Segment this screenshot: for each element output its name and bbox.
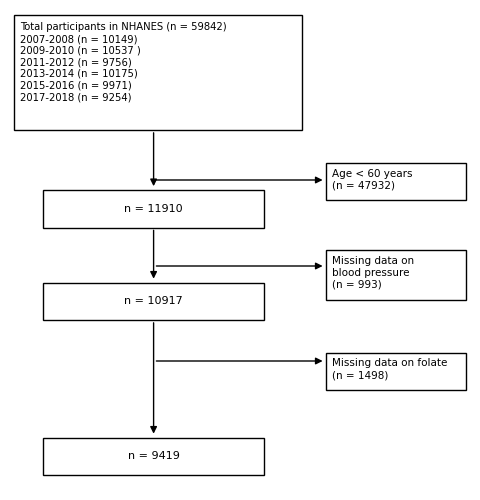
Text: Missing data on folate
(n = 1498): Missing data on folate (n = 1498) bbox=[332, 358, 447, 380]
FancyBboxPatch shape bbox=[326, 250, 466, 300]
FancyBboxPatch shape bbox=[43, 190, 264, 228]
Text: Missing data on
blood pressure
(n = 993): Missing data on blood pressure (n = 993) bbox=[332, 256, 414, 289]
Text: Total participants in NHANES (n = 59842)
2007-2008 (n = 10149)
2009-2010 (n = 10: Total participants in NHANES (n = 59842)… bbox=[20, 22, 227, 102]
Text: Age < 60 years
(n = 47932): Age < 60 years (n = 47932) bbox=[332, 168, 413, 190]
FancyBboxPatch shape bbox=[326, 352, 466, 390]
FancyBboxPatch shape bbox=[43, 282, 264, 320]
FancyBboxPatch shape bbox=[43, 438, 264, 475]
Text: n = 11910: n = 11910 bbox=[124, 204, 183, 214]
FancyBboxPatch shape bbox=[14, 15, 302, 130]
Text: n = 9419: n = 9419 bbox=[128, 451, 180, 461]
FancyBboxPatch shape bbox=[326, 162, 466, 200]
Text: n = 10917: n = 10917 bbox=[124, 296, 183, 306]
